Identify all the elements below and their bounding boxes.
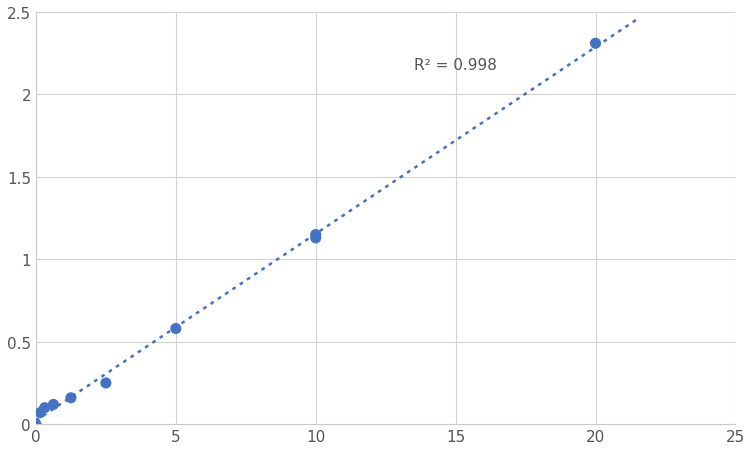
Point	[35, 409, 47, 416]
Text: R² = 0.998: R² = 0.998	[414, 58, 496, 73]
Point	[30, 421, 42, 428]
Point	[170, 325, 182, 332]
Point	[590, 41, 602, 48]
Point	[310, 235, 322, 242]
Point	[310, 231, 322, 239]
Point	[38, 404, 50, 411]
Point	[47, 401, 59, 408]
Point	[100, 379, 112, 387]
Point	[65, 394, 77, 401]
